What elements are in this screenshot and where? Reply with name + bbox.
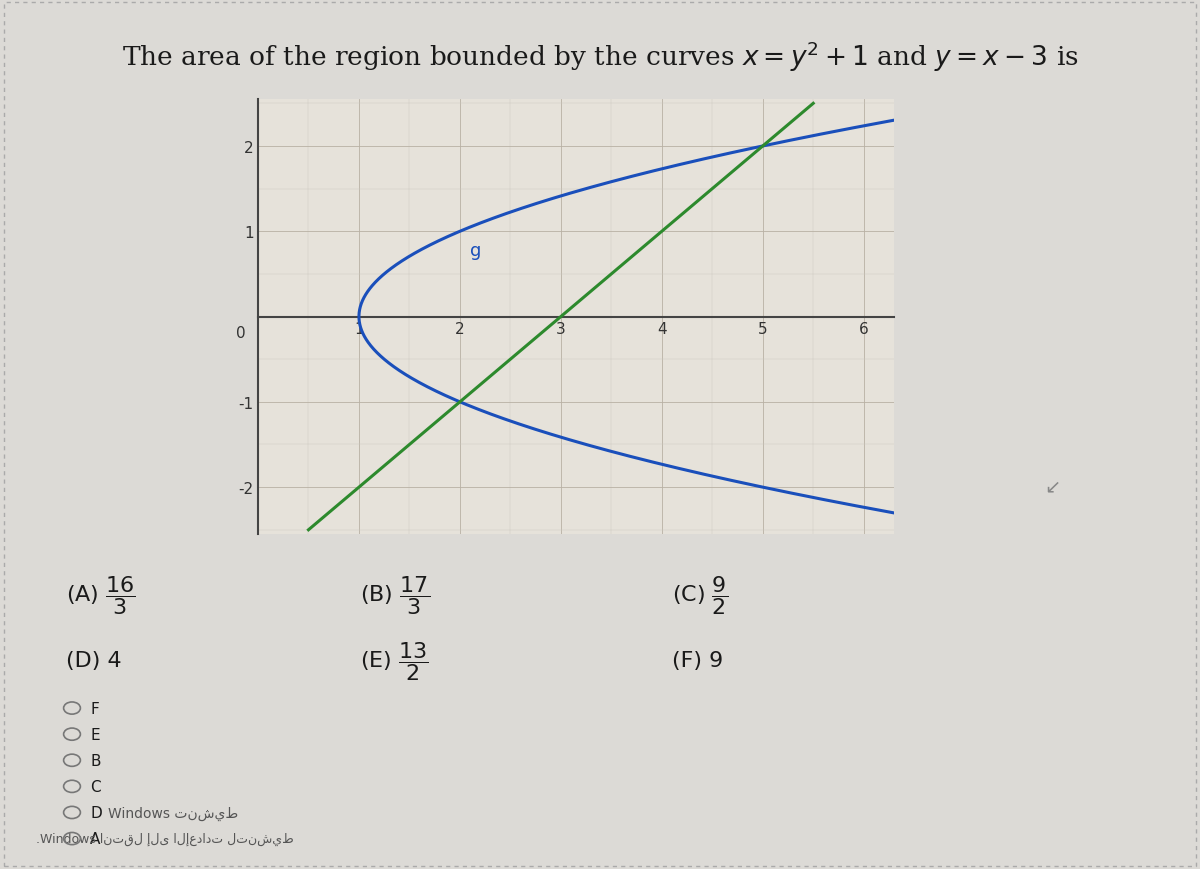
Text: (B) $\dfrac{17}{3}$: (B) $\dfrac{17}{3}$ bbox=[360, 574, 430, 617]
Text: The area of the region bounded by the curves $x = y^2 + 1$ and $y = x - 3$ is: The area of the region bounded by the cu… bbox=[121, 39, 1079, 74]
Text: (A) $\dfrac{16}{3}$: (A) $\dfrac{16}{3}$ bbox=[66, 574, 136, 617]
Text: ↙: ↙ bbox=[1044, 477, 1061, 496]
Text: 0: 0 bbox=[236, 326, 246, 341]
Text: F: F bbox=[90, 700, 98, 716]
Text: C: C bbox=[90, 779, 101, 794]
Text: D: D bbox=[90, 805, 102, 820]
Text: (E) $\dfrac{13}{2}$: (E) $\dfrac{13}{2}$ bbox=[360, 639, 428, 682]
Text: B: B bbox=[90, 753, 101, 768]
Text: g: g bbox=[470, 242, 481, 260]
Text: A: A bbox=[90, 831, 101, 846]
Text: Windows تنشيط: Windows تنشيط bbox=[108, 806, 238, 819]
Text: (D) 4: (D) 4 bbox=[66, 651, 121, 670]
Text: (F) 9: (F) 9 bbox=[672, 651, 724, 670]
Text: E: E bbox=[90, 726, 100, 742]
Text: (C) $\dfrac{9}{2}$: (C) $\dfrac{9}{2}$ bbox=[672, 574, 728, 617]
Text: .Windows انتقل إلى الإعدادت لتنشيط: .Windows انتقل إلى الإعدادت لتنشيط bbox=[36, 832, 294, 846]
